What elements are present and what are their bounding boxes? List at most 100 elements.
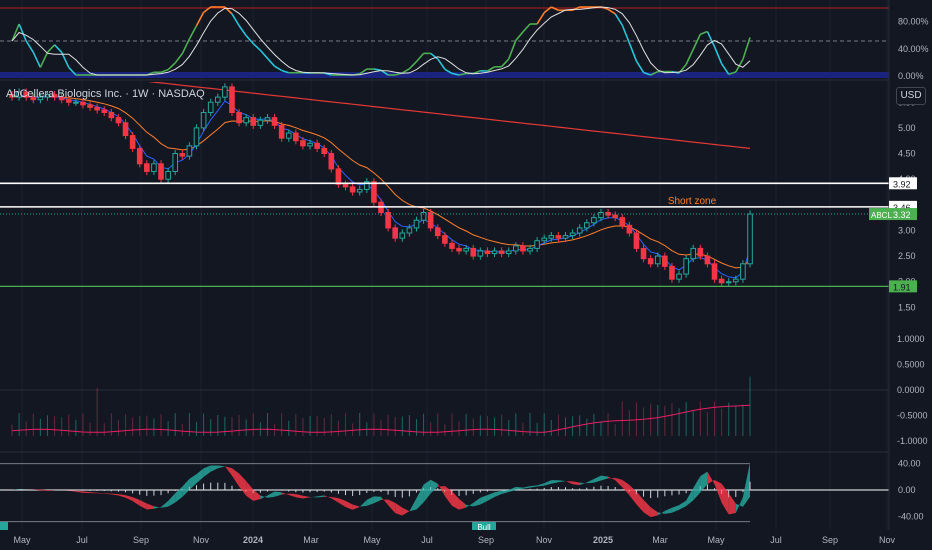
momentum-fill [366,496,374,506]
oscillator-k-segment [266,57,276,67]
momentum-fill [473,497,481,507]
candle-body [307,142,313,147]
ema-fast-line [11,94,751,279]
ticker-label: ABCL [871,211,892,220]
candle-body [442,235,448,244]
momentum-fill [700,471,708,493]
level-price-label: 1.91 [893,282,911,292]
momentum-fill [302,495,311,499]
momentum-fill [643,499,651,518]
momentum-fill [68,490,76,492]
momentum-fill [12,488,20,490]
momentum-fill [189,474,197,490]
candle-body [94,106,100,111]
top-oscillator-pane [0,6,889,78]
candle-body [207,101,214,114]
level-price-box [889,280,917,293]
oscillator-k-segment [635,60,645,73]
momentum-fill [345,500,353,510]
momentum-fill [132,497,140,506]
volume-osc-tick: -1.0000 [897,436,928,446]
oscillator-k-segment [415,52,425,63]
candle-body [193,127,200,147]
bull-badge-text: Bull [477,523,491,532]
candle-body [633,232,640,249]
momentum-fill [686,488,694,507]
oscillator-k-segment [18,23,27,42]
candle-body [37,96,44,101]
candle-body [413,219,420,229]
momentum-fill [629,484,637,505]
volume-osc-tick: 1.0000 [897,334,925,344]
candle-body [605,212,611,216]
momentum-fill [735,497,743,513]
momentum-fill [501,489,509,494]
candle-body [278,124,285,139]
candle-body [264,117,271,121]
volume-osc-tick: 0.0000 [897,385,925,395]
candle-body [271,117,278,126]
momentum-fill [33,489,41,491]
oscillator-k-segment [401,68,410,74]
time-axis[interactable]: May Jul Sep Nov 2024 Mar May Jul Sep Nov 2025 Mar Ma… [0,530,932,550]
oscillator-k-segment [742,37,751,60]
candle-body [406,227,413,234]
oscillator-k-segment [408,61,418,70]
momentum-fill [579,482,587,486]
time-label: Sep [133,535,149,545]
oscillator-k-segment [195,11,205,27]
candle-body [399,232,406,239]
momentum-fill [544,480,552,486]
oscillator-k-segment [444,68,453,75]
candle-body [73,101,79,104]
momentum-fill [593,475,601,483]
candle-body [30,96,37,101]
candle-body [144,163,150,172]
momentum-fill [40,489,48,491]
oscillator-k-segment [607,8,616,15]
oscillator-k-segment [68,66,77,76]
momentum-fill [324,495,332,499]
momentum-fill [168,493,176,507]
momentum-fill [231,468,240,487]
candle-body [257,119,264,126]
momentum-fill [409,498,417,512]
momentum-fill [657,510,665,516]
momentum-fill [260,495,268,500]
candle-body [740,263,746,280]
candle-body [626,224,633,234]
candle-body [676,273,682,280]
candle-body [300,140,306,147]
candle-body [293,132,299,142]
momentum-fill [721,483,729,515]
time-label: Mar [303,535,319,545]
momentum-fill [551,480,559,484]
momentum-fill [388,499,396,514]
candle-body [250,117,257,126]
momentum-fill [586,479,594,484]
oscillator-k-segment [167,62,176,71]
top-osc-tick: 80.00% [898,17,929,27]
candle-body [555,235,562,239]
price-pane[interactable]: Short zone [0,66,889,287]
oscillator-k-segment [501,58,510,68]
momentum-fill [650,507,658,518]
candle-body [690,247,697,260]
bull-badge [472,522,496,531]
oscillator-k-segment [373,68,382,72]
oscillator-k-segment [60,51,70,68]
momentum-fill [522,486,531,489]
currency-button[interactable]: USD [896,87,926,105]
candle-body [23,91,29,98]
candle-body [449,242,455,249]
grid-lines [0,0,932,530]
candle-body [200,112,207,129]
momentum-fill [466,502,474,508]
price-axis[interactable]: 80.00%40.00%0.00%5.505.004.504.003.503.0… [869,0,932,550]
momentum-fill [508,486,516,493]
ema-slow-line [147,82,751,149]
ticker-box [869,208,889,221]
momentum-fill [246,481,254,501]
